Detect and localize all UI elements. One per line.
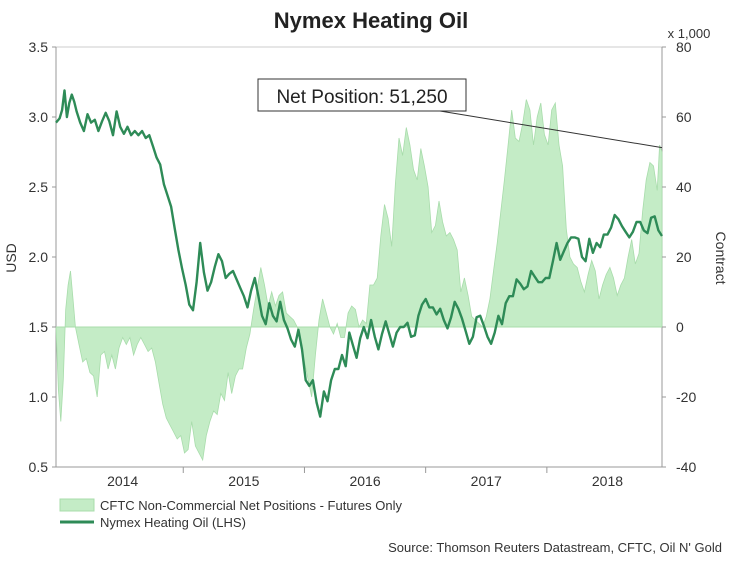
- legend-label-net-positions: CFTC Non-Commercial Net Positions - Futu…: [100, 498, 402, 513]
- y-right-tick-label: -40: [676, 459, 696, 475]
- y-right-tick-label: 80: [676, 39, 692, 55]
- x-tick-label: 2018: [592, 473, 623, 489]
- left-axis-label: USD: [3, 243, 19, 273]
- annotation-box: [257, 78, 467, 112]
- y-right-tick-label: -20: [676, 389, 696, 405]
- x-tick-label: 2016: [349, 473, 380, 489]
- y-left-tick-label: 1.5: [29, 319, 49, 335]
- legend: CFTC Non-Commercial Net Positions - Futu…: [59, 498, 402, 530]
- y-left-tick-label: 3.0: [29, 109, 49, 125]
- y-right-tick-label: 0: [676, 319, 684, 335]
- right-axis-label: Contract: [713, 232, 729, 285]
- annotation-leader: [439, 110, 663, 149]
- legend-swatch-net-positions: [59, 498, 95, 512]
- source-note: Source: Thomson Reuters Datastream, CFTC…: [388, 540, 722, 555]
- x-tick-label: 2014: [107, 473, 138, 489]
- y-right-tick-label: 40: [676, 179, 692, 195]
- y-left-tick-label: 2.0: [29, 249, 49, 265]
- x-tick-label: 2015: [228, 473, 259, 489]
- net-positions-area: [55, 99, 663, 462]
- x-tick-label: 2017: [471, 473, 502, 489]
- y-right-tick-label: 20: [676, 249, 692, 265]
- heating-oil-line: [55, 89, 664, 418]
- chart-title: Nymex Heating Oil: [274, 8, 468, 33]
- y-right-tick-label: 60: [676, 109, 692, 125]
- y-left-tick-label: 0.5: [29, 459, 49, 475]
- legend-label-heating-oil: Nymex Heating Oil (LHS): [100, 515, 246, 530]
- y-left-tick-label: 1.0: [29, 389, 49, 405]
- right-scale-note: x 1,000: [668, 26, 711, 41]
- y-left-tick-label: 3.5: [29, 39, 49, 55]
- annotation-text: Net Position: 51,250: [276, 87, 447, 108]
- y-left-tick-label: 2.5: [29, 179, 49, 195]
